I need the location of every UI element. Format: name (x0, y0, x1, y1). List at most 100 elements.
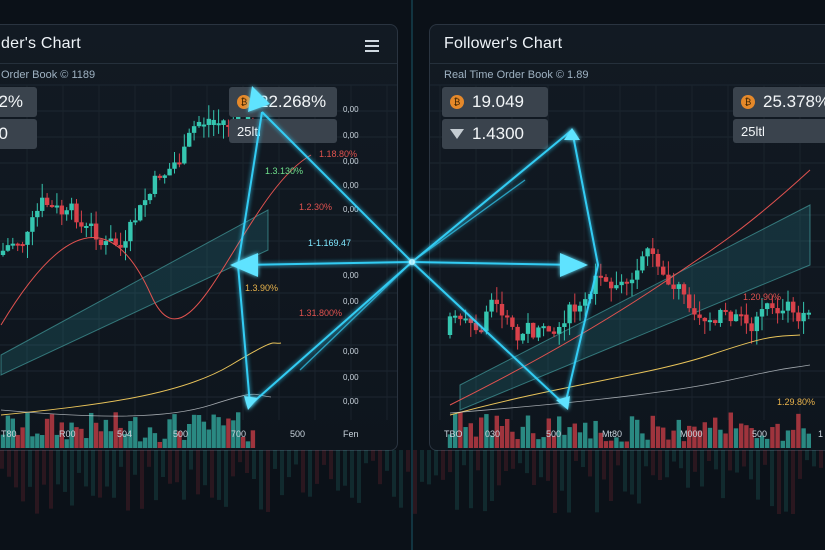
reflection-bar (63, 450, 67, 492)
candle-body (226, 125, 231, 127)
down-price-card: 1.4300 (442, 119, 548, 149)
y-tick: 0,00 (343, 397, 359, 406)
volume-bar (74, 427, 79, 448)
reflection-bar (413, 450, 417, 514)
volume-bar (744, 425, 749, 448)
reflection-bar (812, 450, 816, 467)
candle-body (655, 253, 661, 267)
candle-body (10, 243, 15, 246)
candle-body (54, 205, 60, 208)
candle-body (806, 312, 811, 315)
candle-body (671, 284, 676, 289)
hamburger-menu-icon[interactable] (365, 37, 379, 55)
candle-body (5, 245, 11, 251)
candle-body (640, 256, 645, 271)
volume-bar (40, 435, 45, 448)
reflection-bar (98, 450, 102, 498)
volume-bar (226, 418, 231, 448)
reflection-bar (84, 450, 88, 487)
reflection-bar (819, 450, 823, 468)
volume-bar (536, 439, 541, 448)
reflection-bar (770, 450, 774, 507)
volume-bar (713, 417, 718, 448)
volume-bar (35, 433, 40, 448)
reflection-bar (140, 450, 144, 509)
candle-body (206, 118, 211, 125)
candle-body (692, 308, 697, 315)
reflection-bar (371, 450, 375, 461)
reflection-bar (336, 450, 340, 491)
candle-body (785, 301, 791, 311)
candle-body (152, 175, 158, 194)
candle-body (510, 317, 515, 327)
candle-body (84, 225, 89, 228)
reflection-bar (147, 450, 151, 467)
volume-bar (765, 438, 770, 448)
reflection-bar (763, 450, 767, 465)
stat-percent-value: 52% (0, 92, 24, 111)
volume-bar (770, 427, 775, 448)
candle-body (515, 326, 520, 341)
reflection-bar (756, 450, 760, 500)
tag-orange-1: 1.3.90% (245, 283, 279, 293)
volume-bar (780, 440, 785, 448)
candle-body (35, 210, 40, 218)
volume-bar (191, 414, 197, 448)
y-tick: 0,00 (343, 157, 359, 166)
change-card: ₿ 25.378% (733, 87, 825, 117)
candle-body (780, 310, 785, 314)
candle-body (463, 318, 468, 321)
candle-body (541, 326, 546, 329)
candle-body (619, 281, 624, 286)
reflection-bar (378, 450, 382, 485)
candle-body (187, 132, 192, 147)
reflection-bar (14, 450, 18, 488)
candle-body (157, 175, 162, 178)
volume-bar (624, 441, 629, 448)
reflection-bar (777, 450, 781, 514)
volume-bar (739, 423, 744, 448)
reflection-bar (483, 450, 487, 512)
volume-bar (603, 441, 609, 448)
price-axis: 0,00 0,00 0,00 0,00 0,00 0,00 0,00 0,00 … (343, 105, 375, 445)
reflection-bar (672, 450, 676, 462)
candle-body (196, 121, 202, 127)
reflection-bar (686, 450, 690, 488)
volume-bar (661, 427, 666, 448)
candle-body (713, 320, 718, 324)
reflection-bar (119, 450, 123, 467)
candle-body (25, 231, 30, 245)
volume-bar (162, 438, 167, 448)
volume-bar (167, 419, 172, 448)
candle-body (221, 120, 226, 125)
candle-body (707, 320, 713, 323)
reflection-bar (805, 450, 809, 461)
change-value: 22.268% (259, 92, 327, 111)
x-tick: 500 (290, 429, 306, 439)
volume-bar (236, 412, 241, 448)
candle-body (583, 299, 588, 306)
candle-body (718, 309, 723, 324)
reflection-bar (455, 450, 459, 510)
change-card: ₿ 22.268% (229, 87, 337, 117)
volume-bar (20, 427, 25, 448)
candle-body (681, 284, 687, 295)
volume-bar (697, 430, 702, 448)
reflection-bar (175, 450, 179, 483)
candle-body (546, 326, 551, 332)
reflection-bar (574, 450, 578, 461)
reflection-bar (798, 450, 802, 479)
candle-body (211, 119, 216, 125)
candle-body (182, 146, 187, 164)
volume-bar (49, 414, 55, 448)
reflection-bar (784, 450, 788, 512)
reflection-bar (714, 450, 718, 470)
volume-bar (629, 416, 635, 448)
reflection-bar (154, 450, 158, 501)
reflection-bar (595, 450, 599, 513)
candle-body (562, 323, 567, 327)
volume-bar (531, 433, 536, 448)
volume-bar (567, 427, 572, 448)
volume-bar (142, 437, 148, 448)
candle-body (236, 109, 241, 125)
